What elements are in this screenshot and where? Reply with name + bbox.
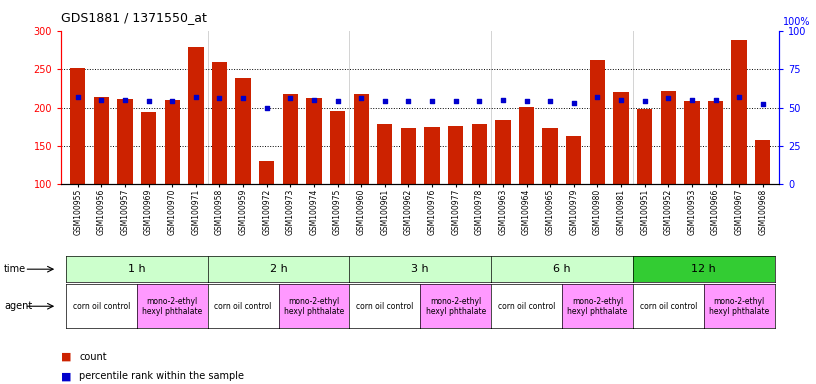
Bar (282, 94, 298, 184)
Bar (401, 128, 416, 184)
Bar (637, 109, 652, 184)
Bar (165, 100, 180, 184)
Text: 100%: 100% (783, 17, 811, 27)
Bar (495, 120, 511, 184)
Text: 2 h: 2 h (269, 264, 287, 274)
Bar (543, 128, 558, 184)
Point (496, 97, 509, 103)
Text: mono-2-ethyl
hexyl phthalate: mono-2-ethyl hexyl phthalate (426, 296, 486, 316)
Bar (731, 40, 747, 184)
Text: 6 h: 6 h (553, 264, 570, 274)
Point (567, 100, 580, 106)
Point (260, 104, 273, 111)
Point (472, 98, 486, 104)
Bar (661, 91, 676, 184)
Point (71, 94, 84, 100)
Bar (472, 124, 487, 184)
Point (638, 98, 651, 104)
Bar (377, 124, 392, 184)
Point (520, 98, 533, 104)
Point (379, 98, 392, 104)
Bar (212, 62, 227, 184)
Text: corn oil control: corn oil control (215, 302, 272, 311)
Point (733, 94, 746, 100)
Point (614, 97, 628, 103)
Text: agent: agent (4, 301, 33, 311)
Point (402, 98, 415, 104)
Point (95, 97, 108, 103)
Point (213, 95, 226, 101)
Bar (306, 98, 322, 184)
Point (425, 98, 438, 104)
Bar (118, 99, 133, 184)
Text: mono-2-ethyl
hexyl phthalate: mono-2-ethyl hexyl phthalate (142, 296, 202, 316)
Bar (188, 47, 203, 184)
Point (331, 98, 344, 104)
Bar (424, 127, 440, 184)
Text: mono-2-ethyl
hexyl phthalate: mono-2-ethyl hexyl phthalate (284, 296, 344, 316)
Text: 1 h: 1 h (128, 264, 145, 274)
Text: GDS1881 / 1371550_at: GDS1881 / 1371550_at (61, 12, 207, 25)
Point (756, 101, 769, 108)
Point (284, 95, 297, 101)
Text: corn oil control: corn oil control (498, 302, 555, 311)
Point (142, 98, 155, 104)
Text: corn oil control: corn oil control (356, 302, 414, 311)
Text: mono-2-ethyl
hexyl phthalate: mono-2-ethyl hexyl phthalate (567, 296, 628, 316)
Point (449, 98, 462, 104)
Text: ■: ■ (61, 371, 75, 381)
Text: mono-2-ethyl
hexyl phthalate: mono-2-ethyl hexyl phthalate (709, 296, 769, 316)
Text: ■: ■ (61, 352, 75, 362)
Point (308, 97, 321, 103)
Bar (590, 60, 605, 184)
Point (662, 95, 675, 101)
Point (237, 95, 250, 101)
Point (685, 97, 698, 103)
Point (591, 94, 604, 100)
Bar (259, 161, 274, 184)
Text: 3 h: 3 h (411, 264, 429, 274)
Text: corn oil control: corn oil control (640, 302, 697, 311)
Bar (94, 97, 109, 184)
Point (355, 95, 368, 101)
Text: count: count (79, 352, 107, 362)
Bar (755, 140, 770, 184)
Text: time: time (4, 264, 26, 274)
Point (543, 98, 557, 104)
Bar (141, 112, 157, 184)
Bar (70, 68, 86, 184)
Bar (353, 94, 369, 184)
Bar (448, 126, 463, 184)
Point (189, 94, 202, 100)
Bar (519, 107, 534, 184)
Point (118, 97, 131, 103)
Bar (614, 92, 628, 184)
Bar (235, 78, 251, 184)
Text: 12 h: 12 h (691, 264, 716, 274)
Point (166, 98, 179, 104)
Bar (566, 136, 582, 184)
Point (709, 97, 722, 103)
Bar (330, 111, 345, 184)
Text: percentile rank within the sample: percentile rank within the sample (79, 371, 244, 381)
Text: corn oil control: corn oil control (73, 302, 130, 311)
Bar (707, 101, 723, 184)
Bar (684, 101, 699, 184)
